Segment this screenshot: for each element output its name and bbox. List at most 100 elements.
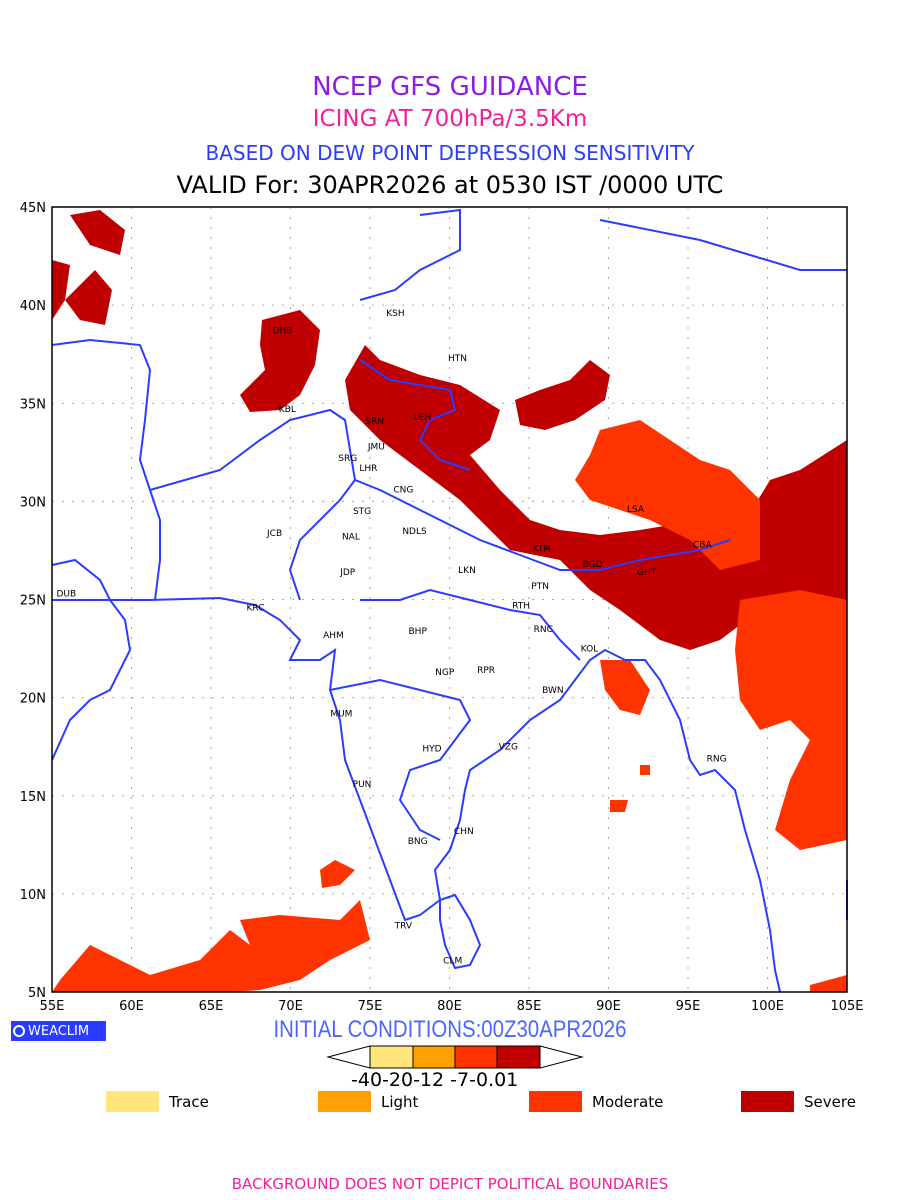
city-label: JDP — [339, 568, 356, 578]
city-label: KRC — [247, 603, 265, 613]
city-label: RNC — [534, 625, 553, 635]
city-label: CLM — [443, 957, 462, 967]
logo-icon — [13, 1025, 25, 1037]
legend-label: Trace — [169, 1092, 209, 1111]
valid-time: VALID For: 30APR2026 at 0530 IST /0000 U… — [176, 171, 724, 199]
city-label: MUM — [330, 709, 352, 719]
lat-tick-label: 15N — [20, 790, 46, 805]
lon-tick-label: 60E — [119, 999, 144, 1014]
city-label: DHB — [273, 327, 293, 337]
icing-moderate-se — [810, 975, 847, 992]
legend-swatch — [529, 1091, 582, 1112]
legend-trace: Trace — [106, 1091, 209, 1112]
city-label: RNG — [707, 754, 727, 764]
city-label: PTN — [531, 582, 549, 592]
weaclim-logo: WEACLIM — [11, 1021, 106, 1041]
city-label: LSA — [627, 505, 645, 515]
city-label: GHT — [637, 568, 657, 578]
lon-tick-label: 55E — [40, 999, 65, 1014]
city-label: LEH — [414, 413, 431, 423]
legend-swatch — [318, 1091, 371, 1112]
city-label: JMU — [367, 442, 385, 452]
initial-conditions: INITIAL CONDITIONS:00Z30APR2026 — [273, 1016, 627, 1043]
icing-moderate-south — [52, 900, 370, 992]
lat-tick-label: 20N — [20, 692, 46, 707]
lon-tick-label: 70E — [278, 999, 303, 1014]
lon-tick-label: 90E — [596, 999, 621, 1014]
icing-severe-tibet-n — [515, 360, 610, 430]
city-label: TRV — [394, 921, 413, 931]
icing-areas — [52, 210, 847, 992]
city-label: PUN — [353, 780, 372, 790]
city-label: KBL — [279, 405, 296, 415]
legend-severe: Severe — [741, 1091, 856, 1112]
icing-moderate-myanmar — [735, 590, 847, 850]
city-label: BNG — [408, 837, 428, 847]
city-label: VZG — [499, 743, 518, 753]
city-label: STG — [353, 507, 371, 517]
city-label: JCB — [266, 529, 282, 539]
city-label: LHR — [359, 464, 377, 474]
city-label: SRN — [365, 417, 384, 427]
method-text: BASED ON DEW POINT DEPRESSION SENSITIVIT… — [205, 141, 695, 165]
colorbar-ticks: -40-20-12 -7-0.01 — [351, 1069, 519, 1091]
lat-tick-label: 30N — [20, 495, 46, 510]
lon-tick-label: 80E — [437, 999, 462, 1014]
city-label: NAL — [342, 533, 360, 543]
city-label: RTH — [512, 601, 530, 611]
legend-moderate: Moderate — [529, 1091, 663, 1112]
lat-tick-label: 5N — [28, 986, 46, 1001]
city-label: CHN — [454, 827, 474, 837]
axis-labels: 55E 60E 65E 70E 75E 80E 85E 90E 95E 100E 105E 45N 40… — [20, 201, 864, 1014]
legend-swatch — [106, 1091, 159, 1112]
colorbar-left-arrow — [326, 1045, 371, 1069]
lat-tick-label: 45N — [20, 201, 46, 216]
lon-tick-label: 105E — [830, 999, 863, 1014]
legend-label: Moderate — [592, 1092, 664, 1111]
map-frame — [51, 206, 848, 993]
city-label: SRG — [338, 454, 357, 464]
colorbar-right-arrow — [539, 1045, 584, 1069]
icing-severe-himalaya — [345, 345, 847, 650]
city-label: CNG — [393, 486, 413, 496]
city-label: KTM — [532, 544, 550, 554]
colorbar-trace — [369, 1045, 414, 1069]
disclaimer: BACKGROUND DOES NOT DEPICT POLITICAL BOU… — [231, 1175, 669, 1193]
city-label: NDLS — [402, 527, 427, 537]
colorbar-severe — [496, 1045, 541, 1069]
lat-tick-label: 25N — [20, 594, 46, 609]
city-label: BWN — [542, 686, 564, 696]
chart-title: NCEP GFS GUIDANCE — [312, 72, 588, 102]
city-label: CBA — [693, 541, 712, 551]
city-label: RPR — [477, 666, 495, 676]
city-label: LKN — [458, 566, 476, 576]
legend-label: Severe — [804, 1092, 856, 1111]
colorbar — [326, 1045, 584, 1069]
city-label: DUB — [56, 590, 76, 600]
lat-tick-label: 35N — [20, 397, 46, 412]
legend-label: Light — [381, 1092, 419, 1111]
lat-tick-label: 10N — [20, 888, 46, 903]
icing-severe-north — [52, 210, 125, 325]
icing-severe-afghan — [240, 310, 320, 412]
icing-moderate-tibet — [575, 420, 760, 570]
icing-moderate-srilanka-w — [320, 860, 355, 888]
legend-light: Light — [318, 1091, 418, 1112]
lon-tick-label: 65E — [199, 999, 224, 1014]
city-label: HTN — [448, 354, 467, 364]
lon-tick-label: 75E — [358, 999, 383, 1014]
legend-swatch — [741, 1091, 794, 1112]
lon-tick-label: 100E — [751, 999, 784, 1014]
chart-subtitle: ICING AT 700hPa/3.5Km — [312, 106, 588, 132]
city-label: KSH — [386, 309, 404, 319]
icing-moderate-bay — [600, 660, 650, 812]
lat-tick-label: 40N — [20, 299, 46, 314]
lon-tick-label: 95E — [676, 999, 701, 1014]
city-label: BHP — [409, 627, 428, 637]
city-label: HYD — [422, 745, 441, 755]
colorbar-light — [412, 1045, 456, 1069]
city-label: BGD — [583, 560, 603, 570]
lon-tick-label: 85E — [517, 999, 542, 1014]
